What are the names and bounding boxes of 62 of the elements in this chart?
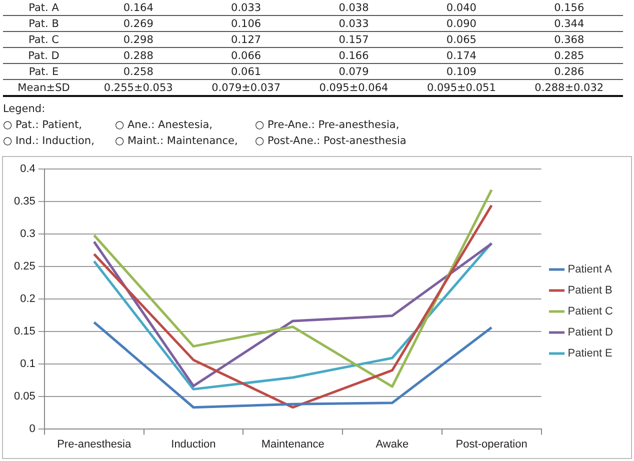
y-tick-label: 0.4 [20, 163, 36, 176]
y-tick-label: 0.05 [14, 390, 36, 402]
text: 0.095±0.051 [408, 80, 516, 96]
y-tick-label: 0.2 [20, 292, 36, 305]
y-tick-label: 0.25 [14, 260, 36, 272]
x-tick-label: Awake [376, 438, 409, 450]
text: 0.109 [408, 64, 516, 80]
text: 0.033 [192, 0, 300, 16]
text: Legend: [3, 102, 46, 117]
legend-label: Patient A [568, 264, 612, 276]
text: Pat. D [3, 48, 85, 64]
text: 0.288±0.032 [515, 80, 623, 96]
legend-label: Patient E [568, 348, 612, 360]
text: 0.255±0.053 [84, 80, 192, 96]
text: 0.066 [192, 48, 300, 64]
text: 0.368 [515, 32, 623, 48]
y-tick-label: 0.1 [20, 358, 36, 370]
text: 0.285 [515, 48, 623, 64]
legend-label: Patient D [568, 326, 614, 339]
text: 0.033 [300, 16, 408, 32]
x-tick-label: Post-operation [456, 438, 528, 450]
text: 0.065 [408, 32, 516, 48]
text: 0.344 [515, 16, 623, 32]
text: ○ Maint.: Maintenance, [115, 134, 239, 149]
text: 0.298 [84, 32, 192, 48]
text: 0.157 [300, 32, 408, 48]
legend-label: Patient C [568, 306, 614, 318]
text: 0.090 [408, 16, 516, 32]
text: 0.040 [408, 0, 516, 16]
x-tick-label: Maintenance [261, 438, 324, 450]
text: 0.164 [84, 0, 192, 16]
text: 0.156 [515, 0, 623, 16]
text: 0.166 [300, 48, 408, 64]
text: 0.038 [300, 0, 408, 16]
text: Pat. B [3, 16, 85, 32]
text: 0.127 [192, 32, 300, 48]
text: 0.288 [84, 48, 192, 64]
text: ○ Pat.: Patient, [3, 118, 84, 133]
x-tick-label: Pre-anesthesia [57, 438, 132, 450]
text: 0.095±0.064 [300, 80, 408, 96]
legend-label: Patient B [568, 284, 612, 297]
text: 0.269 [84, 16, 192, 32]
y-tick-label: 0 [29, 422, 36, 435]
text: Pat. A [3, 0, 85, 16]
text: ○ Post-Ane.: Post-anesthesia [255, 134, 408, 149]
text: 0.174 [408, 48, 516, 64]
text: 0.061 [192, 64, 300, 80]
text: 0.079±0.037 [192, 80, 300, 96]
text: 0.079 [300, 64, 408, 80]
text: ○ Ind.: Induction, [3, 134, 96, 149]
text: ○ Ane.: Anestesia, [115, 118, 214, 133]
text: Pat. E [3, 64, 85, 80]
y-tick-label: 0.15 [14, 325, 36, 338]
x-tick-label: Induction [171, 438, 216, 450]
text: ○ Pre-Ane.: Pre-anesthesia, [255, 118, 400, 133]
text: 0.286 [515, 64, 623, 80]
y-tick-label: 0.35 [14, 196, 36, 208]
text: Pat. C [3, 32, 85, 48]
text: Mean±SD [3, 80, 85, 96]
text: 0.258 [84, 64, 192, 80]
y-tick-label: 0.3 [20, 228, 36, 240]
text: 0.106 [192, 16, 300, 32]
